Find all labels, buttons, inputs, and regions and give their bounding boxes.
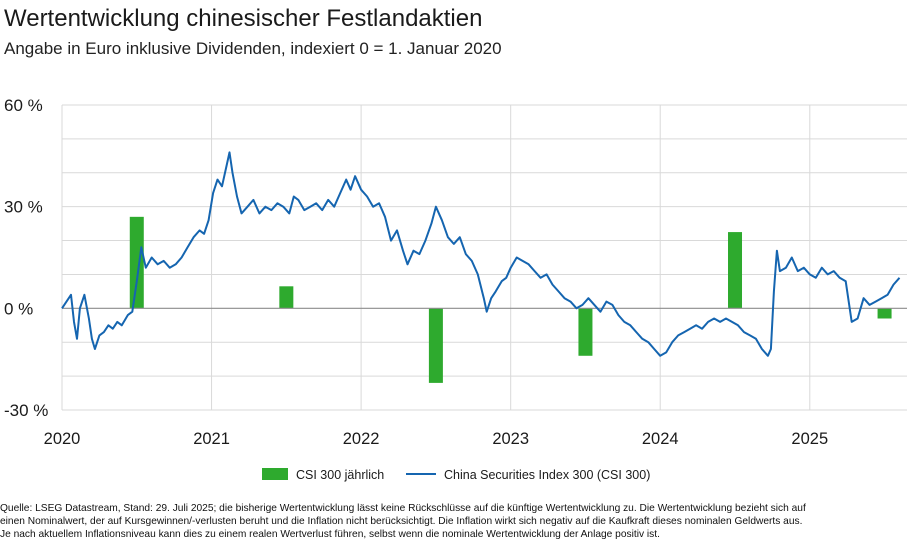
bar	[428, 308, 443, 383]
x-tick-label: 2022	[343, 430, 380, 448]
grid	[61, 104, 907, 411]
bar	[279, 286, 294, 309]
bar	[728, 232, 743, 309]
y-tick-label: -30 %	[4, 401, 48, 420]
y-tick-label: 0 %	[4, 299, 33, 318]
legend-bar-label: CSI 300 jährlich	[296, 468, 384, 482]
chart-svg: 60 %30 %0 %-30 % 2020 2021 2022 2023 2024 202…	[4, 96, 907, 482]
x-tick-label: 2025	[791, 430, 828, 448]
x-tick-label: 2023	[492, 430, 529, 448]
footnote-line: Je nach aktuellem Inflationsniveau kann …	[0, 529, 660, 540]
x-tick-label: 2024	[642, 430, 679, 448]
legend: CSI 300 jährlich China Securities Index …	[262, 468, 650, 482]
y-tick-label: 60 %	[4, 96, 43, 115]
bar	[578, 308, 593, 356]
footnote-line: einen Nominalwert, der auf Kursgewinnen/…	[0, 516, 803, 527]
series-line	[61, 151, 901, 357]
legend-bar-swatch	[262, 468, 288, 480]
chart-title: Wertentwicklung chinesischer Festlandakt…	[4, 5, 483, 32]
y-tick-label: 30 %	[4, 198, 43, 217]
footnote-line: Quelle: LSEG Datastream, Stand: 29. Juli…	[0, 503, 806, 514]
bar	[877, 308, 892, 319]
y-axis-ticks: 60 % 30 % 0 % -30 %	[4, 96, 48, 420]
x-axis-ticks: 2020 2021 2022 2023 2024 2025	[44, 430, 829, 448]
bar-series	[129, 216, 892, 383]
x-tick-label: 2020	[44, 430, 81, 448]
footnote: Quelle: LSEG Datastream, Stand: 29. Juli…	[0, 502, 907, 541]
legend-line-label: China Securities Index 300 (CSI 300)	[444, 468, 650, 482]
chart-subtitle: Angabe in Euro inklusive Dividenden, ind…	[4, 39, 502, 58]
bar	[129, 216, 144, 309]
line-series	[61, 151, 901, 357]
x-tick-label: 2021	[193, 430, 230, 448]
